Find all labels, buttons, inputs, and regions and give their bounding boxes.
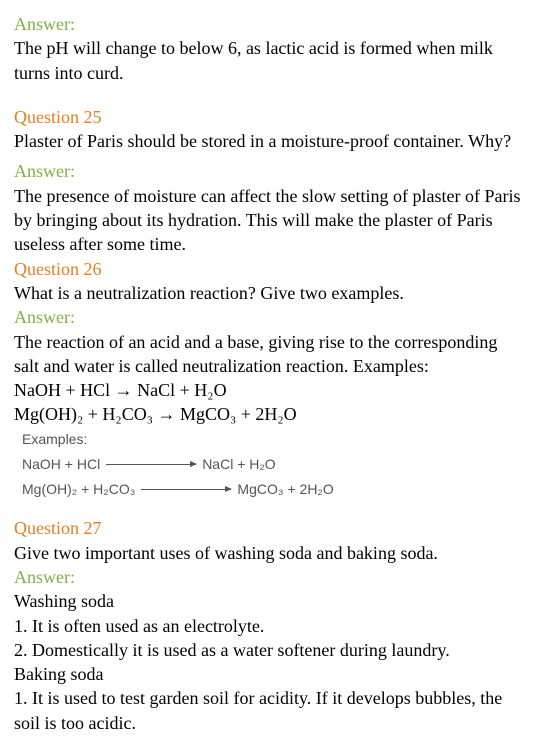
answer-label: Answer: [14,305,526,329]
question-text: What is a neutralization reaction? Give … [14,281,526,305]
answer-text: The pH will change to below 6, as lactic… [14,36,526,85]
question-label: Question 25 [14,105,526,129]
equation-right: NaCl + H₂O [202,452,276,477]
question-label: Question 27 [14,516,526,540]
equation-right: MgCO₃ + 2H₂O [237,477,333,502]
equation-left: NaOH + HCl [22,452,100,477]
equation-row: NaOH + HCl NaCl + H₂O [22,452,526,477]
question-label: Question 26 [14,257,526,281]
answer-line: 1. It is often used as an electrolyte. [14,614,526,638]
question-text: Plaster of Paris should be stored in a m… [14,129,526,153]
equation-line: NaOH + HCl → NaCl + H₂O [14,378,526,402]
answer-line: 2. Domestically it is used as a water so… [14,638,526,662]
arrow-icon [141,489,231,490]
question-text: Give two important uses of washing soda … [14,541,526,565]
examples-title: Examples: [22,427,526,452]
answer-label: Answer: [14,159,526,183]
equation-row: Mg(OH)₂ + H₂CO₃ MgCO₃ + 2H₂O [22,477,526,502]
answer-line: Washing soda [14,589,526,613]
equation-left: Mg(OH)₂ + H₂CO₃ [22,477,135,502]
answer-label: Answer: [14,565,526,589]
arrow-icon [106,464,196,465]
examples-box: Examples: NaOH + HCl NaCl + H₂O Mg(OH)₂ … [14,427,526,503]
answer-line: 1. It is used to test garden soil for ac… [14,686,526,735]
answer-text: The presence of moisture can affect the … [14,184,526,257]
answer-text: The reaction of an acid and a base, givi… [14,330,526,379]
answer-label: Answer: [14,12,526,36]
answer-line: Baking soda [14,662,526,686]
equation-line: Mg(OH)₂ + H₂CO₃ → MgCO₃ + 2H₂O [14,402,526,426]
